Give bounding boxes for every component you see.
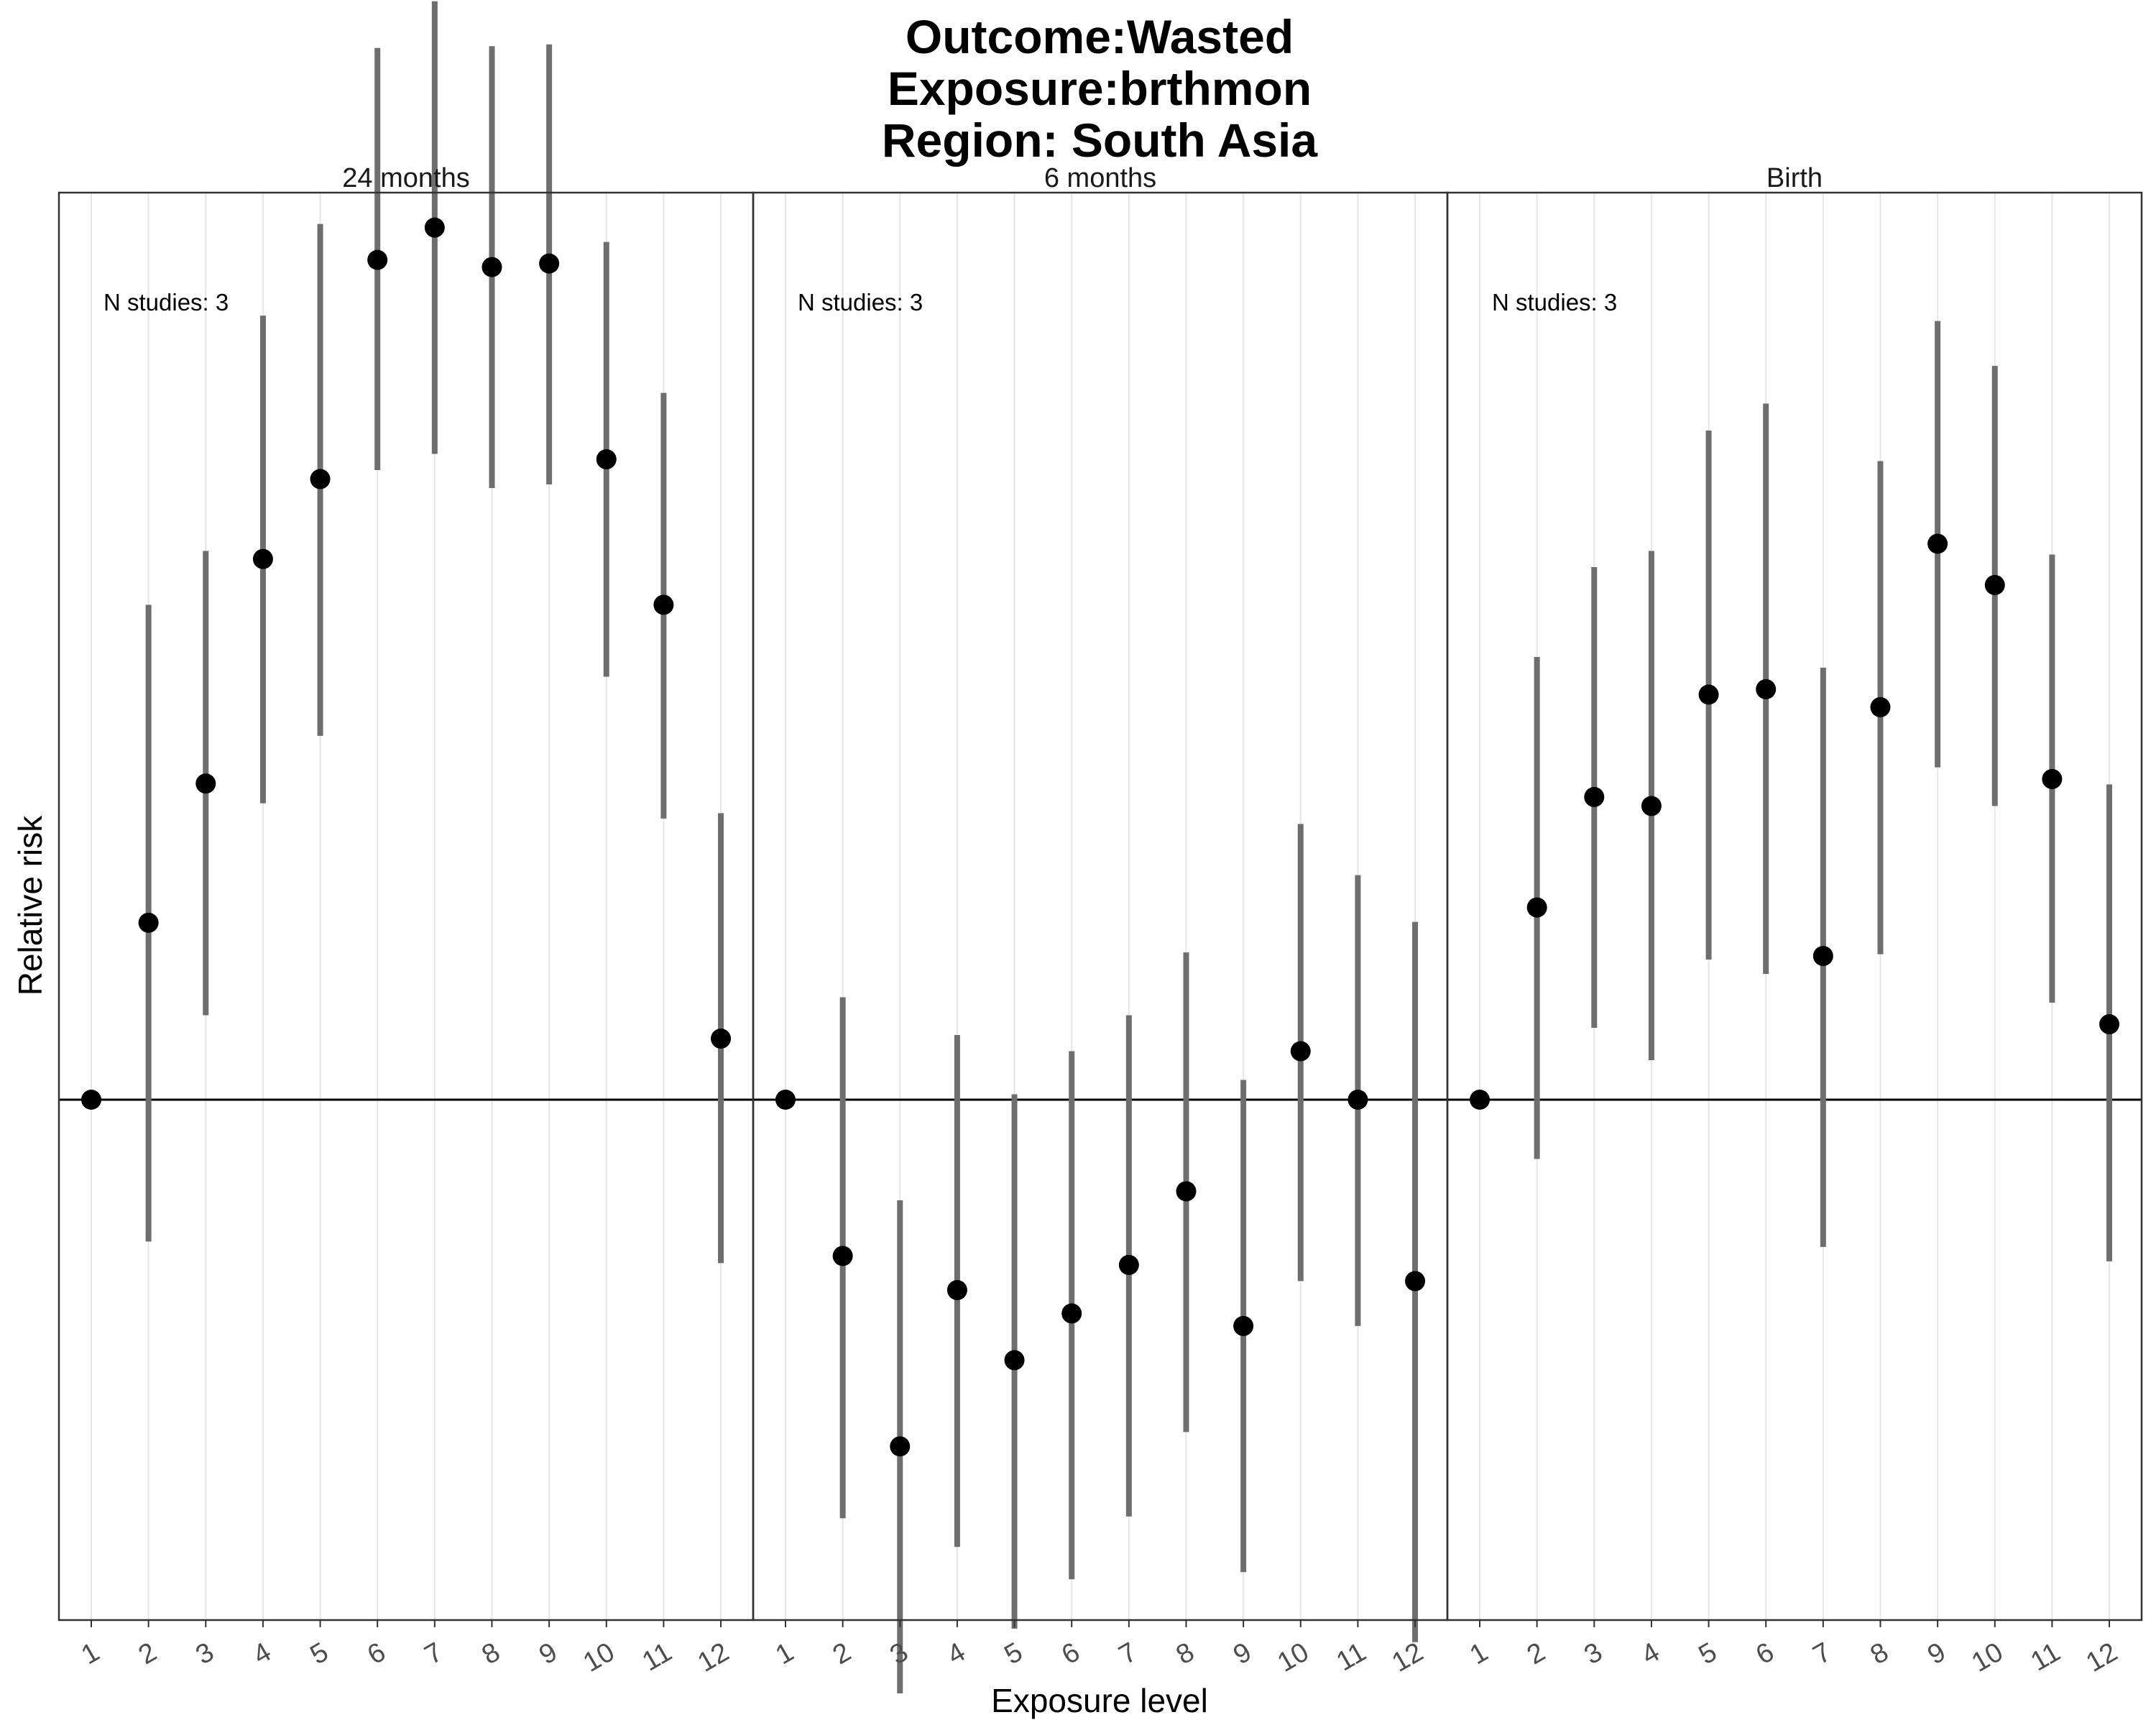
panel-border (1446, 191, 2143, 1622)
point-estimate (1756, 678, 1777, 699)
point-estimate (1348, 1090, 1368, 1110)
point-estimate (1118, 1254, 1139, 1275)
x-axis-title: Exposure level (991, 1682, 1208, 1719)
point-estimate (2042, 768, 2063, 789)
point-estimate (1470, 1090, 1490, 1110)
y-axis-title: Relative risk (11, 815, 49, 996)
point-estimate (653, 594, 674, 615)
point-estimate (832, 1246, 853, 1266)
point-estimate (1641, 796, 1662, 816)
point-estimate (1290, 1041, 1311, 1062)
point-estimate (775, 1090, 796, 1110)
point-estimate (252, 548, 273, 569)
point-estimate (482, 257, 502, 277)
point-estimate (1870, 696, 1891, 717)
point-estimate (1927, 533, 1948, 554)
point-estimate (367, 249, 388, 270)
n-studies-annotation: N studies: 3 (798, 289, 923, 316)
facet-label: 24 months (342, 163, 469, 193)
chart-title-line-2: Exposure:brthmon (888, 62, 1312, 115)
point-estimate (1405, 1271, 1426, 1292)
point-estimate (138, 912, 159, 933)
chart-title-line-3: Region: South Asia (882, 114, 1319, 167)
point-estimate (1233, 1315, 1254, 1336)
chart-title-line-1: Outcome:Wasted (906, 10, 1294, 63)
point-estimate (596, 449, 617, 470)
point-estimate (1584, 786, 1605, 807)
point-estimate (1526, 897, 1547, 918)
point-estimate (539, 253, 560, 274)
point-estimate (711, 1029, 732, 1049)
n-studies-annotation: N studies: 3 (1492, 289, 1617, 316)
point-estimate (1176, 1181, 1197, 1202)
point-estimate (1061, 1303, 1082, 1324)
n-studies-annotation: N studies: 3 (103, 289, 229, 316)
point-estimate (81, 1090, 101, 1110)
point-estimate (2099, 1014, 2120, 1035)
point-estimate (310, 469, 331, 489)
point-estimate (1698, 684, 1719, 705)
point-estimate (195, 773, 216, 794)
point-estimate (1004, 1350, 1025, 1371)
point-estimate (946, 1279, 967, 1300)
point-estimate (424, 217, 445, 238)
point-estimate (890, 1436, 911, 1457)
point-estimate (1812, 946, 1833, 967)
facet-label: Birth (1766, 163, 1823, 193)
point-estimate (1984, 574, 2005, 595)
facet-label: 6 months (1044, 163, 1156, 193)
